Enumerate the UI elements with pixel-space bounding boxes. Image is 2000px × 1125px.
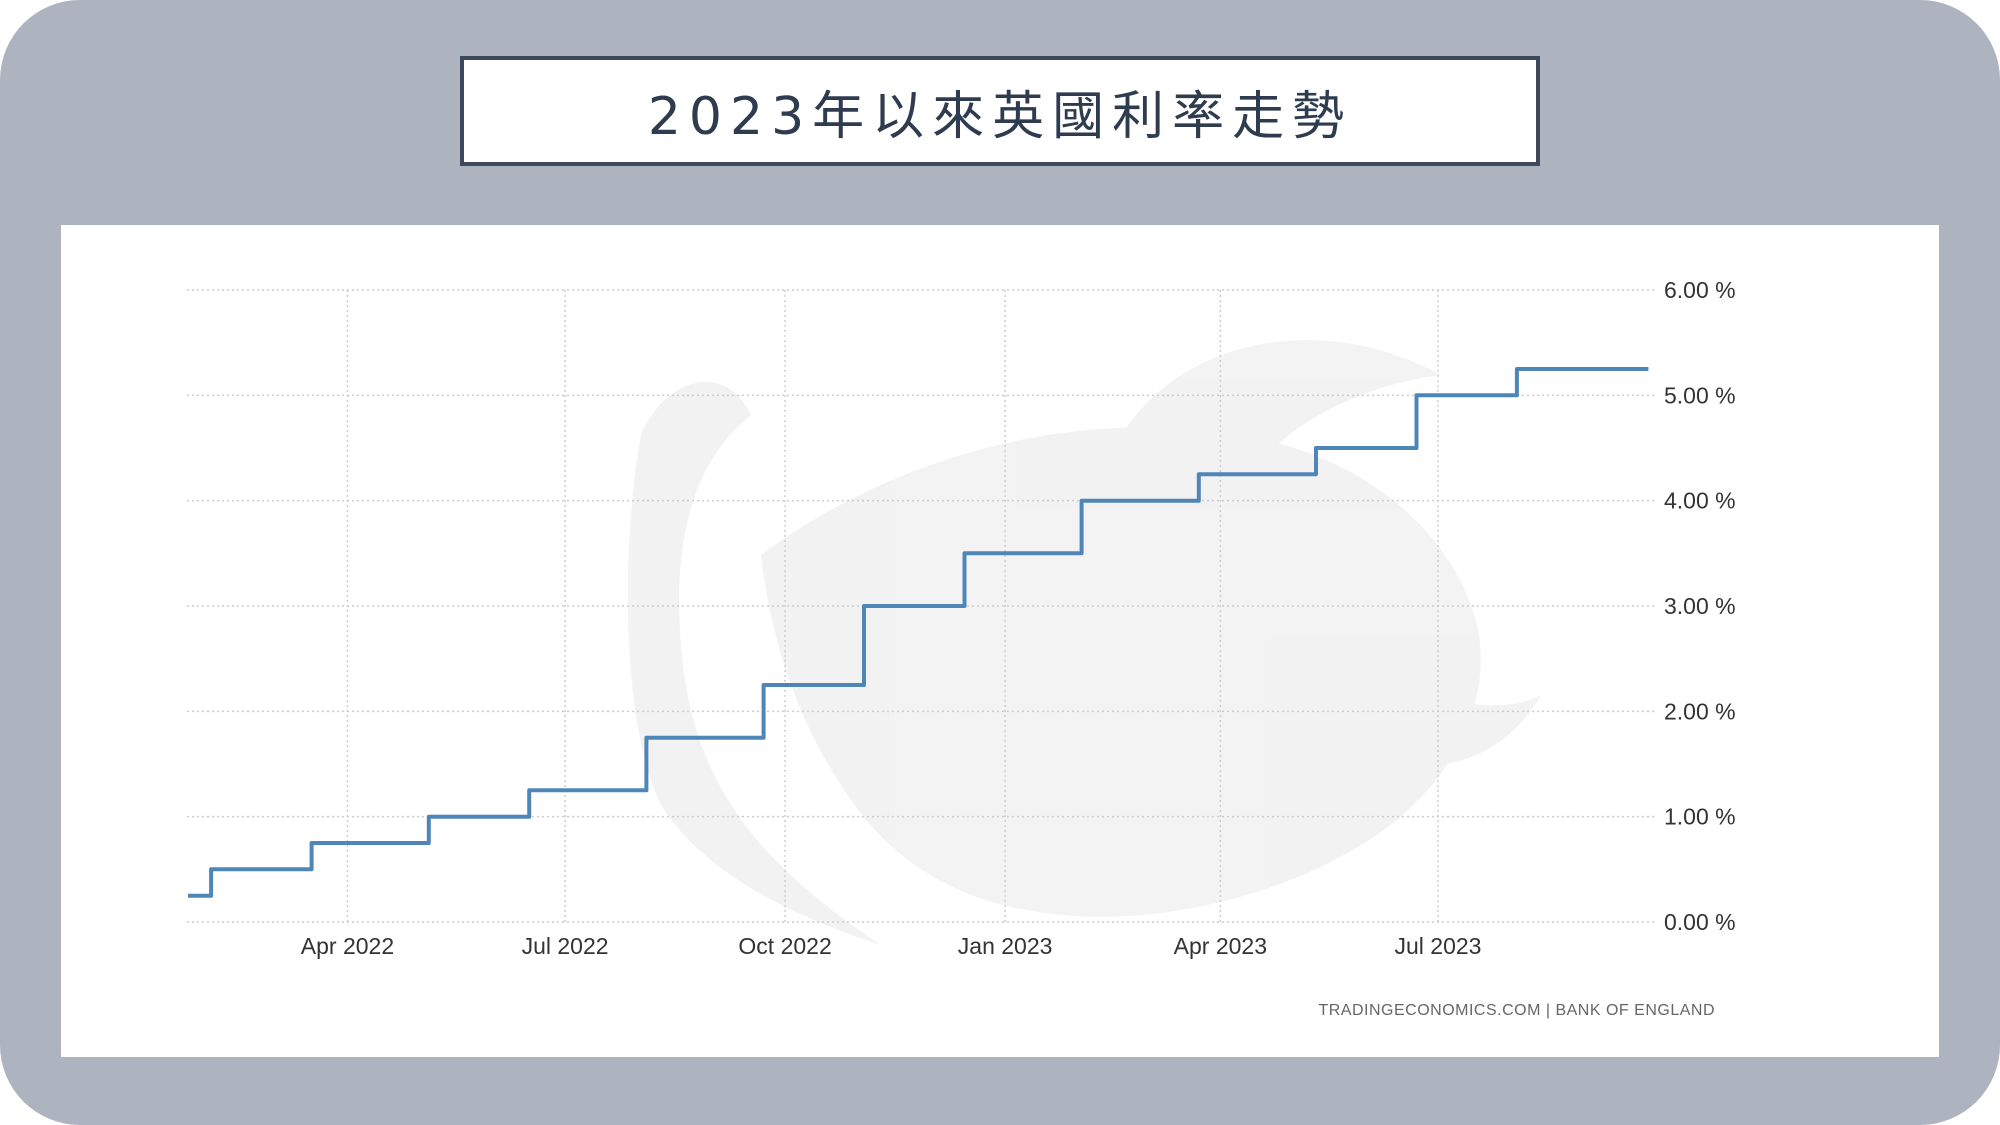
bull-watermark-icon — [627, 340, 1541, 945]
y-tick-label: 3.00 % — [1664, 593, 1736, 619]
x-tick-label: Apr 2023 — [1174, 933, 1267, 959]
y-tick-label: 0.00 % — [1664, 909, 1736, 935]
x-tick-label: Jan 2023 — [958, 933, 1053, 959]
y-tick-label: 1.00 % — [1664, 804, 1736, 830]
x-tick-label: Jul 2023 — [1394, 933, 1481, 959]
y-tick-label: 5.00 % — [1664, 382, 1736, 408]
rate-chart: 0.00 % 1.00 % 2.00 % 3.00 % 4.00 % 5.00 % 6.00… — [187, 277, 1736, 1019]
chart-panel: 0.00 % 1.00 % 2.00 % 3.00 % 4.00 % 5.00 % 6.00… — [61, 225, 1939, 1057]
y-tick-label: 4.00 % — [1664, 488, 1736, 514]
series-line — [188, 367, 1649, 898]
y-tick-label: 2.00 % — [1664, 698, 1736, 724]
page-title: 2023年以來英國利率走勢 — [647, 86, 1353, 147]
x-tick-label: Apr 2022 — [301, 933, 394, 959]
y-tick-label: 6.00 % — [1664, 277, 1736, 303]
x-tick-label: Oct 2022 — [738, 933, 831, 959]
x-tick-label: Jul 2022 — [522, 933, 609, 959]
source-label: TRADINGECONOMICS.COM | BANK OF ENGLAND — [1318, 1002, 1715, 1019]
title-box: 2023年以來英國利率走勢 — [460, 56, 1540, 166]
